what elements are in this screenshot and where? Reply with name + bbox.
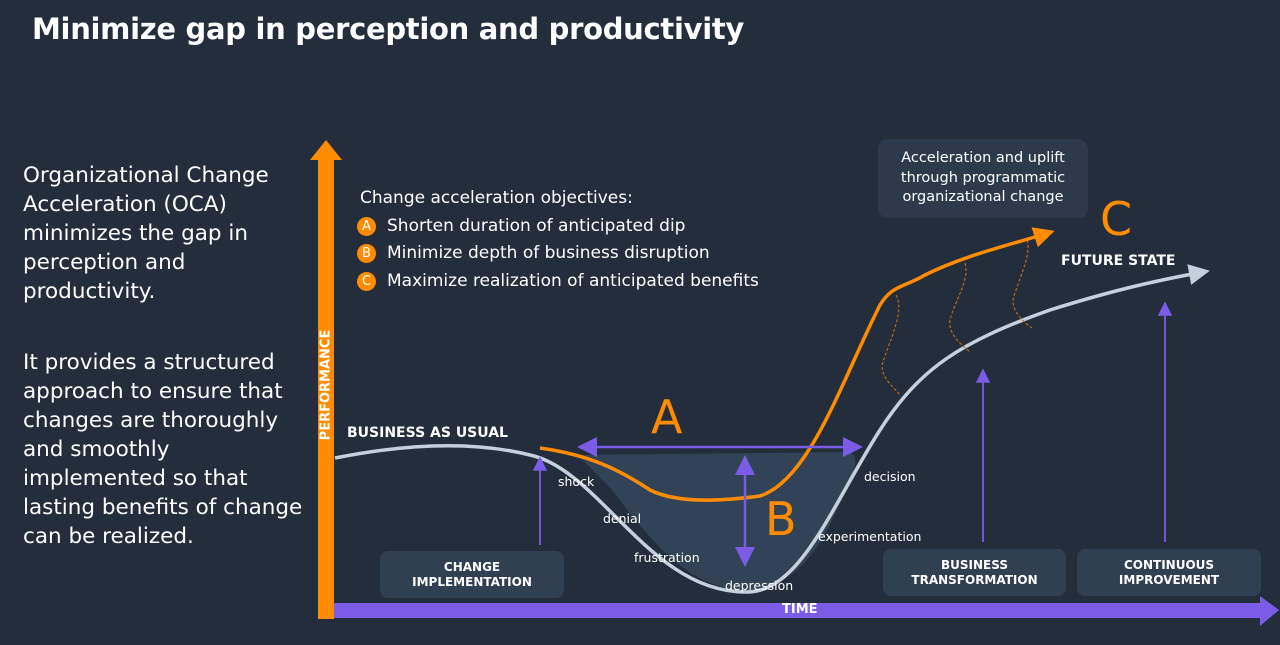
- future-state-label: FUTURE STATE: [1061, 253, 1176, 269]
- objective-item: B Minimize depth of business disruption: [357, 240, 759, 268]
- accelerated-curve: [539, 227, 1055, 502]
- intro-paragraph: Organizational Change Acceleration (OCA)…: [23, 163, 269, 304]
- stage-shock: shock: [558, 474, 595, 489]
- phase-continuous-improvement: CONTINUOUS IMPROVEMENT: [1077, 549, 1261, 596]
- stage-experimentation: experimentation: [818, 529, 922, 544]
- time-axis-label: TIME: [782, 602, 818, 617]
- marker-c: C: [1100, 192, 1133, 246]
- performance-axis: [310, 140, 342, 619]
- description-paragraph: It provides a structured approach to ens…: [23, 350, 303, 549]
- phase-business-transformation: BUSINESS TRANSFORMATION: [883, 549, 1066, 596]
- time-axis: [334, 596, 1279, 626]
- badge-c: C: [357, 271, 376, 291]
- business-as-usual-label: BUSINESS AS USUAL: [347, 425, 508, 441]
- objective-text: Minimize depth of business disruption: [387, 243, 710, 263]
- objective-text: Shorten duration of anticipated dip: [387, 215, 686, 236]
- page-title: Minimize gap in perception and productiv…: [32, 12, 745, 46]
- objectives-heading: Change acceleration objectives:: [360, 188, 633, 208]
- performance-axis-label: PERFORMANCE: [318, 329, 334, 441]
- marker-a: A: [651, 390, 683, 444]
- baseline-curve: [334, 264, 1210, 594]
- objective-text: Maximize realization of anticipated bene…: [387, 270, 759, 291]
- uplift-callout: Acceleration and uplift through programm…: [878, 139, 1088, 218]
- objectives-list: Change acceleration objectives: A Shorten…: [357, 185, 759, 296]
- stage-denial: denial: [603, 511, 642, 526]
- stage-frustration: frustration: [634, 550, 700, 565]
- badge-a: A: [357, 216, 376, 236]
- objective-item: A Shorten duration of anticipated dip: [357, 213, 759, 241]
- uplift-connectors: [881, 239, 1033, 396]
- stage-depression: depression: [725, 578, 794, 593]
- phase-change-implementation: CHANGE IMPLEMENTATION: [380, 551, 564, 598]
- marker-b: B: [765, 492, 797, 546]
- stage-decision: decision: [864, 469, 916, 484]
- objective-item: C Maximize realization of anticipated ben…: [357, 268, 759, 296]
- badge-b: B: [357, 244, 376, 264]
